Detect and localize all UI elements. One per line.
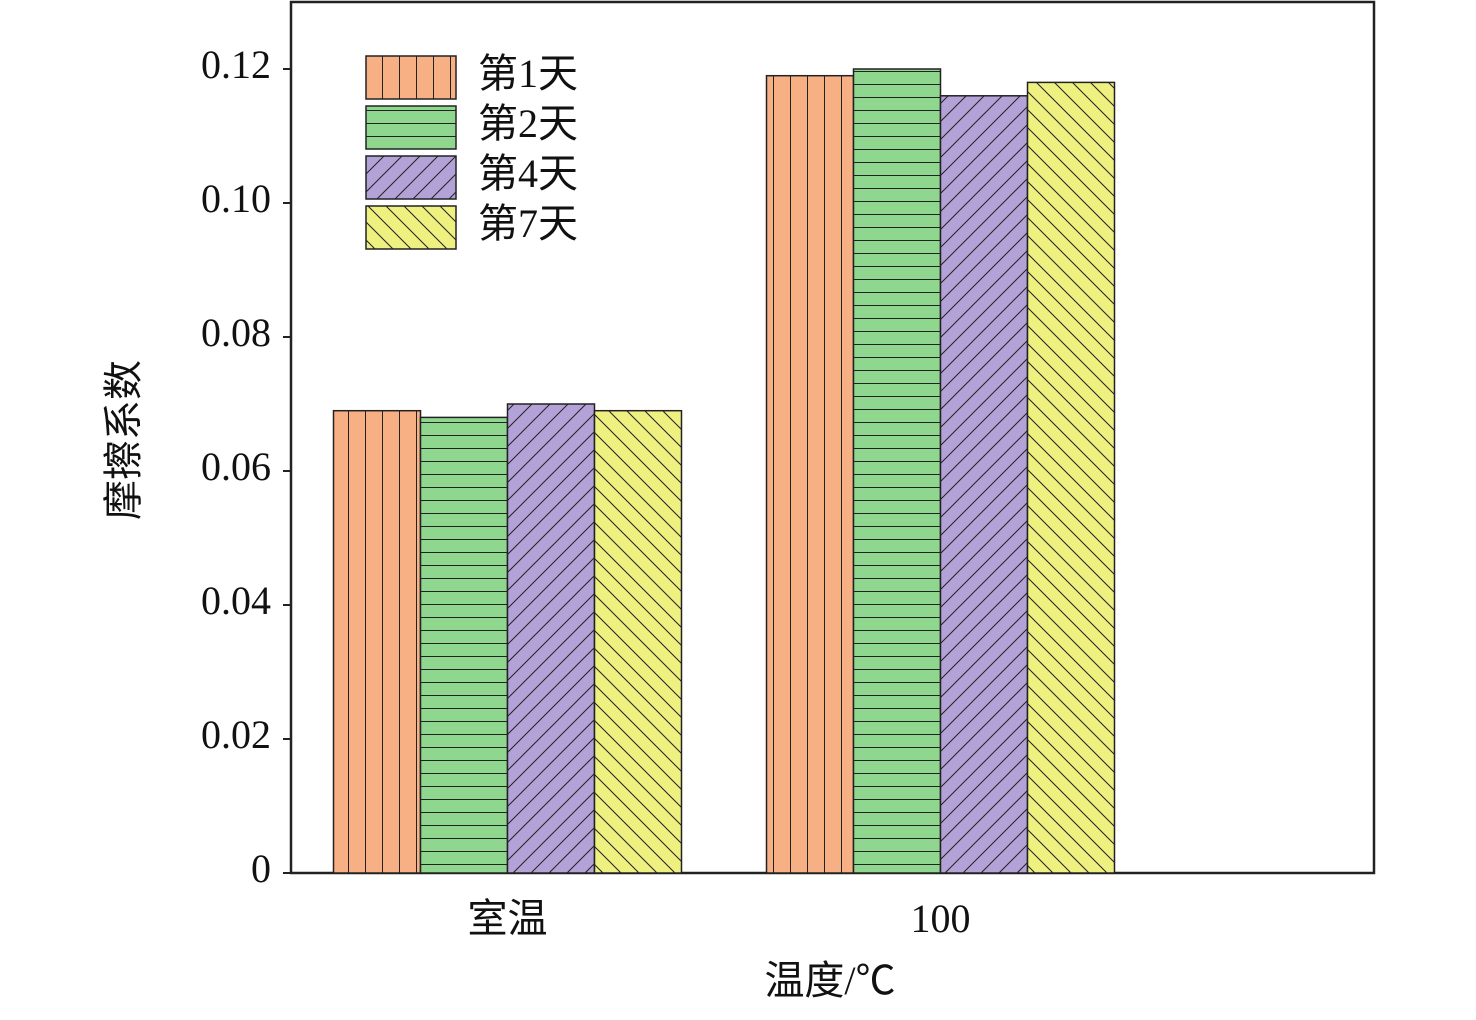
- y-tick-label: 0.02: [201, 712, 271, 757]
- bar: [765, 74, 855, 874]
- legend-swatch: [365, 55, 457, 100]
- x-tick-label: 100: [911, 896, 971, 941]
- y-tick-label: 0.06: [201, 444, 271, 489]
- bar: [852, 68, 942, 874]
- y-tick-label: 0.10: [201, 176, 271, 221]
- y-tick-label: 0.12: [201, 42, 271, 87]
- legend-label: 第4天: [478, 151, 578, 196]
- bar: [506, 403, 596, 874]
- bar: [593, 409, 683, 874]
- y-tick-label: 0.08: [201, 310, 271, 355]
- y-tick-label: 0.04: [201, 578, 271, 623]
- legend-label: 第1天: [478, 51, 578, 96]
- legend-swatch: [365, 105, 457, 150]
- y-tick-label: 0: [251, 846, 271, 891]
- x-axis-label: 温度/℃: [764, 958, 895, 1003]
- legend-label: 第7天: [478, 201, 578, 246]
- x-tick-label: 室温: [468, 896, 548, 941]
- bar: [1026, 81, 1116, 874]
- legend-swatch: [365, 205, 457, 250]
- legend-label: 第2天: [478, 101, 578, 146]
- bar: [419, 416, 509, 874]
- bar: [939, 95, 1029, 874]
- y-axis-label: 摩擦系数: [101, 360, 146, 520]
- legend-swatch: [365, 155, 457, 200]
- bar: [332, 409, 422, 874]
